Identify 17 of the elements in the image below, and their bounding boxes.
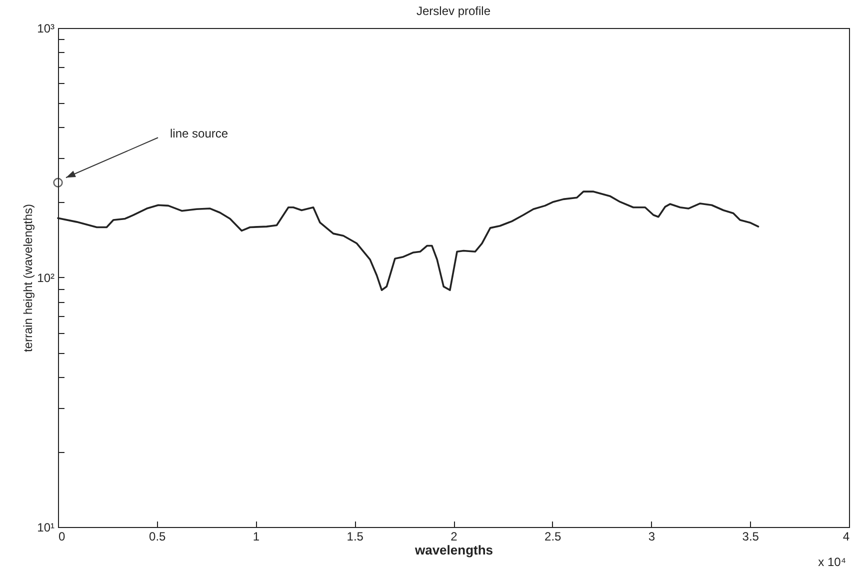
x-tick-label: 1.5 [346,530,364,544]
x-tick-label: 4 [842,530,850,544]
x-tick-label: 3.5 [742,530,760,544]
y-tick-label: 10² [37,271,55,285]
text: x 10⁴ [818,555,846,569]
x-tick-label: 0 [58,530,66,544]
chart-title: Jerslev profile [416,4,491,18]
y-axis-title: terrain height (wavelengths) [21,204,36,352]
y-tick-label: 10³ [37,22,55,36]
x-tick-label: 1 [252,530,260,544]
y-tick-label: 10¹ [37,520,55,534]
x-tick-label: 2.5 [544,530,562,544]
annotation: line source [170,126,228,141]
x-tick-label: 0.5 [149,530,166,544]
x-tick-label: 3 [648,530,656,544]
x-axis-title: wavelengths [414,542,494,558]
x-tick-label: 2 [450,530,458,544]
